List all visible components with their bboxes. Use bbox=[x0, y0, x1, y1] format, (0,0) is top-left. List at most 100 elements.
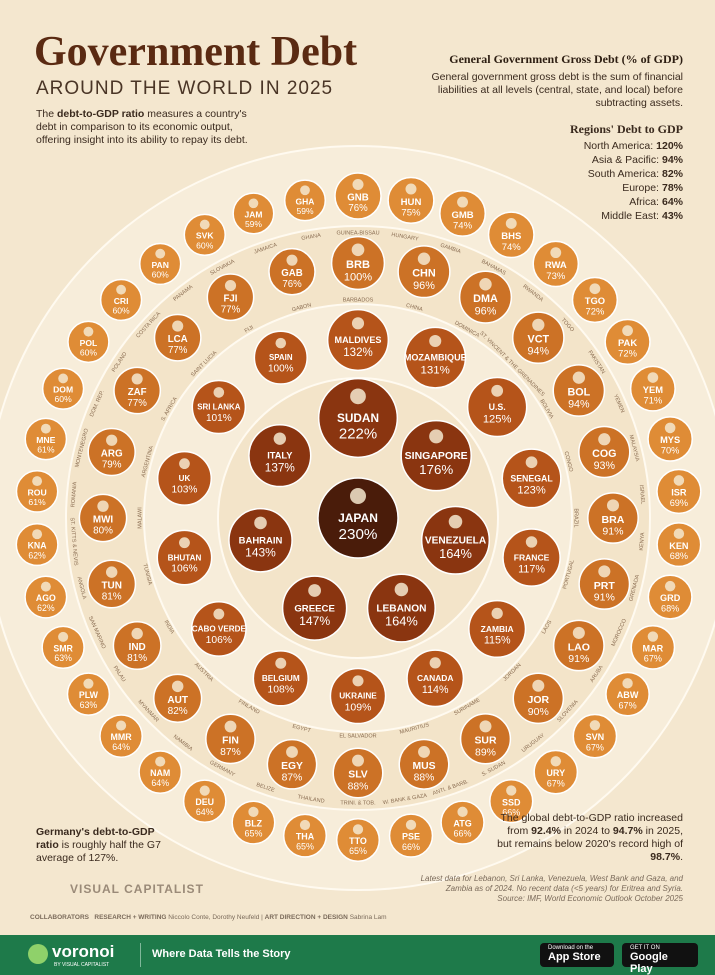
text: Niccolo Conte, Dorothy Neufeld bbox=[168, 914, 260, 921]
text: GET IT ON bbox=[630, 945, 660, 951]
bubble bbox=[501, 448, 562, 509]
global-note: The global debt-to-GDP ratio increased f… bbox=[493, 812, 683, 864]
flag bbox=[351, 317, 365, 330]
value-label: 59% bbox=[296, 206, 313, 216]
flag bbox=[131, 627, 143, 640]
bubble bbox=[552, 364, 606, 417]
country-name: MALDIVES bbox=[335, 335, 382, 345]
value-label: 82% bbox=[168, 706, 188, 717]
country-code: SLV bbox=[348, 770, 368, 781]
bubble bbox=[605, 671, 650, 717]
country-code: SUR bbox=[474, 736, 497, 747]
bubble bbox=[282, 813, 328, 858]
flag bbox=[171, 680, 184, 693]
flag bbox=[598, 433, 611, 446]
text: COLLABORATORS bbox=[30, 914, 89, 921]
bubble bbox=[404, 326, 467, 389]
value-label: 59% bbox=[245, 219, 262, 229]
value-label: 71% bbox=[644, 395, 663, 405]
flag bbox=[664, 422, 676, 434]
flag bbox=[405, 819, 417, 831]
country-name: ZAMBIA bbox=[481, 624, 514, 634]
bubble bbox=[67, 320, 110, 364]
country-code: COG bbox=[592, 448, 616, 460]
bubble bbox=[571, 276, 619, 324]
value-label: 65% bbox=[245, 829, 263, 839]
bubble bbox=[87, 427, 136, 477]
value-label: 106% bbox=[206, 635, 232, 646]
value-label: 61% bbox=[37, 445, 55, 455]
bubble bbox=[99, 714, 143, 758]
country-code: SSD bbox=[502, 797, 521, 807]
flag bbox=[248, 198, 259, 209]
text: Sabrina Lam bbox=[349, 914, 387, 921]
flag bbox=[673, 475, 685, 486]
country-name: JAPAN bbox=[338, 511, 378, 525]
flag bbox=[58, 631, 69, 642]
value-label: 88% bbox=[414, 773, 435, 784]
value-label: 90% bbox=[528, 706, 549, 718]
country-code: RWA bbox=[545, 260, 567, 271]
value-label: 67% bbox=[586, 742, 604, 752]
bubble bbox=[440, 800, 485, 845]
value-label: 70% bbox=[661, 446, 680, 456]
bubble bbox=[248, 424, 312, 488]
country-code: BRA bbox=[602, 514, 625, 526]
app-store[interactable]: Download on the App Store bbox=[540, 943, 614, 967]
value-label: 72% bbox=[586, 306, 605, 317]
google-play[interactable]: GET IT ON Google Play bbox=[622, 943, 698, 975]
region-value: 120% bbox=[656, 140, 683, 152]
country-code: CRI bbox=[114, 296, 129, 306]
region-name: North America: bbox=[583, 140, 654, 152]
value-label: 62% bbox=[37, 603, 55, 613]
value-label: 143% bbox=[245, 546, 276, 560]
bubble bbox=[572, 713, 618, 759]
value-label: 75% bbox=[401, 207, 421, 218]
value-label: 176% bbox=[419, 462, 453, 477]
bubble bbox=[532, 240, 580, 288]
country-code: NAM bbox=[150, 768, 170, 778]
country-name: CABO VERDE bbox=[192, 625, 247, 634]
country-name: UK bbox=[179, 474, 191, 483]
flag bbox=[457, 196, 469, 208]
region-value: 64% bbox=[661, 196, 683, 208]
country-code: DOM bbox=[53, 385, 73, 395]
flag bbox=[479, 720, 492, 733]
country-code: BRB bbox=[346, 259, 370, 271]
value-label: 132% bbox=[343, 347, 372, 359]
flag bbox=[116, 284, 127, 295]
bubble bbox=[78, 493, 128, 543]
flag bbox=[224, 280, 237, 292]
value-label: 79% bbox=[102, 460, 122, 471]
flag bbox=[506, 785, 517, 796]
subtitle: AROUND THE WORLD IN 2025 bbox=[36, 78, 334, 99]
definition-title: General Government Gross Debt (% of GDP) bbox=[449, 52, 683, 66]
country-name: UKRAINE bbox=[339, 692, 377, 701]
flag bbox=[491, 607, 503, 620]
flag bbox=[491, 384, 504, 397]
flag bbox=[155, 248, 166, 259]
country-code: ABW bbox=[617, 690, 639, 700]
region-value: 43% bbox=[661, 210, 683, 222]
bubble bbox=[656, 522, 702, 568]
value-label: 77% bbox=[221, 304, 241, 315]
country-full-name: ANGOLA bbox=[76, 576, 88, 600]
bubble bbox=[99, 278, 143, 322]
country-code: CHN bbox=[412, 268, 436, 280]
flag bbox=[589, 283, 601, 295]
flag bbox=[525, 456, 538, 469]
bubble bbox=[190, 601, 247, 657]
country-full-name: EGYPT bbox=[292, 724, 312, 735]
value-label: 69% bbox=[670, 498, 688, 508]
flag bbox=[673, 528, 685, 539]
flag bbox=[172, 320, 184, 332]
country-full-name: TRINI. & TOB. bbox=[340, 800, 376, 806]
country-full-name: BRAZIL bbox=[573, 508, 579, 527]
flag bbox=[457, 806, 468, 817]
value-label: 230% bbox=[339, 526, 378, 543]
country-name: ITALY bbox=[267, 451, 293, 461]
flag bbox=[105, 566, 118, 578]
value-label: 65% bbox=[296, 842, 314, 852]
value-label: 60% bbox=[196, 240, 214, 250]
bubble bbox=[253, 330, 308, 385]
